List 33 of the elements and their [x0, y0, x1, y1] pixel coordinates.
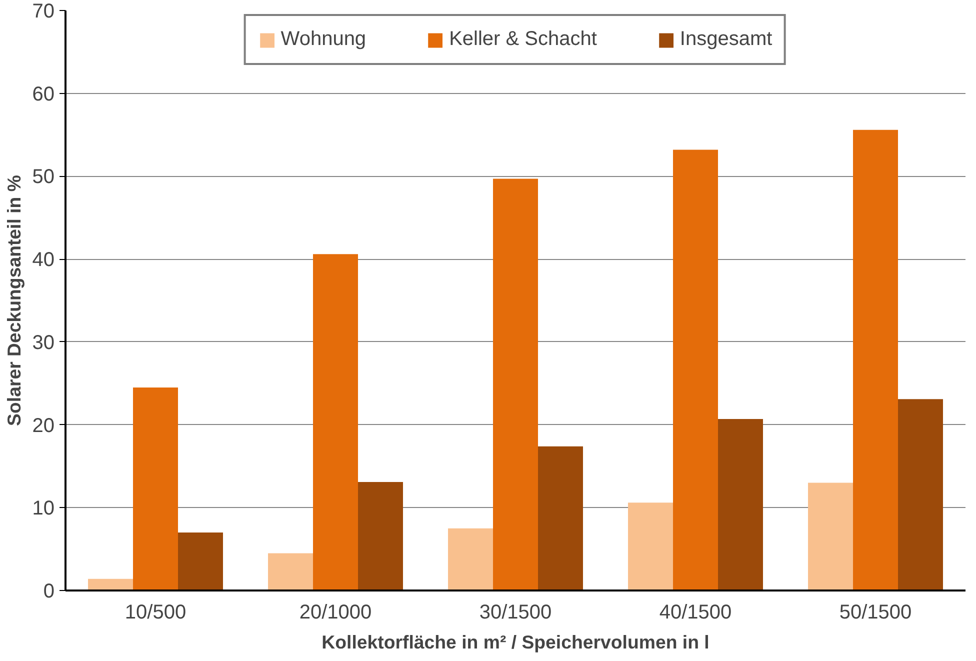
y-tick-label: 10 [32, 498, 55, 520]
bar [493, 178, 538, 590]
x-tick-label: 40/1500 [659, 602, 732, 624]
bar [673, 150, 718, 590]
bar [538, 446, 583, 590]
x-tick-label: 50/1500 [839, 602, 912, 624]
x-tick-label: 20/1000 [299, 602, 372, 624]
y-axis-title: Solarer Deckungsanteil in % [3, 174, 24, 426]
x-tick-label: 10/500 [124, 602, 186, 624]
y-tick-label: 0 [43, 580, 54, 602]
legend-label: Insgesamt [680, 28, 772, 51]
bar [88, 578, 133, 590]
x-tick-label: 30/1500 [479, 602, 552, 624]
legend-label: Wohnung [280, 28, 366, 51]
y-tick-label: 30 [32, 332, 55, 354]
bar [718, 418, 763, 590]
bar [808, 482, 853, 590]
bar [853, 130, 898, 590]
legend-label: Keller & Schacht [449, 28, 597, 51]
bar [358, 482, 403, 590]
y-tick-label: 40 [32, 249, 55, 272]
bar [178, 532, 223, 590]
x-axis-title: Kollektorfläche in m² / Speichervolumen in l [322, 632, 710, 652]
bar [133, 388, 178, 590]
bar [313, 254, 358, 590]
bar [448, 528, 493, 590]
y-tick-label: 60 [32, 83, 55, 106]
bar [268, 553, 313, 590]
y-tick-label: 20 [32, 414, 55, 437]
bar [898, 399, 943, 590]
y-tick-label: 50 [32, 166, 55, 188]
y-tick-label: 70 [32, 0, 55, 22]
bar [628, 502, 673, 590]
